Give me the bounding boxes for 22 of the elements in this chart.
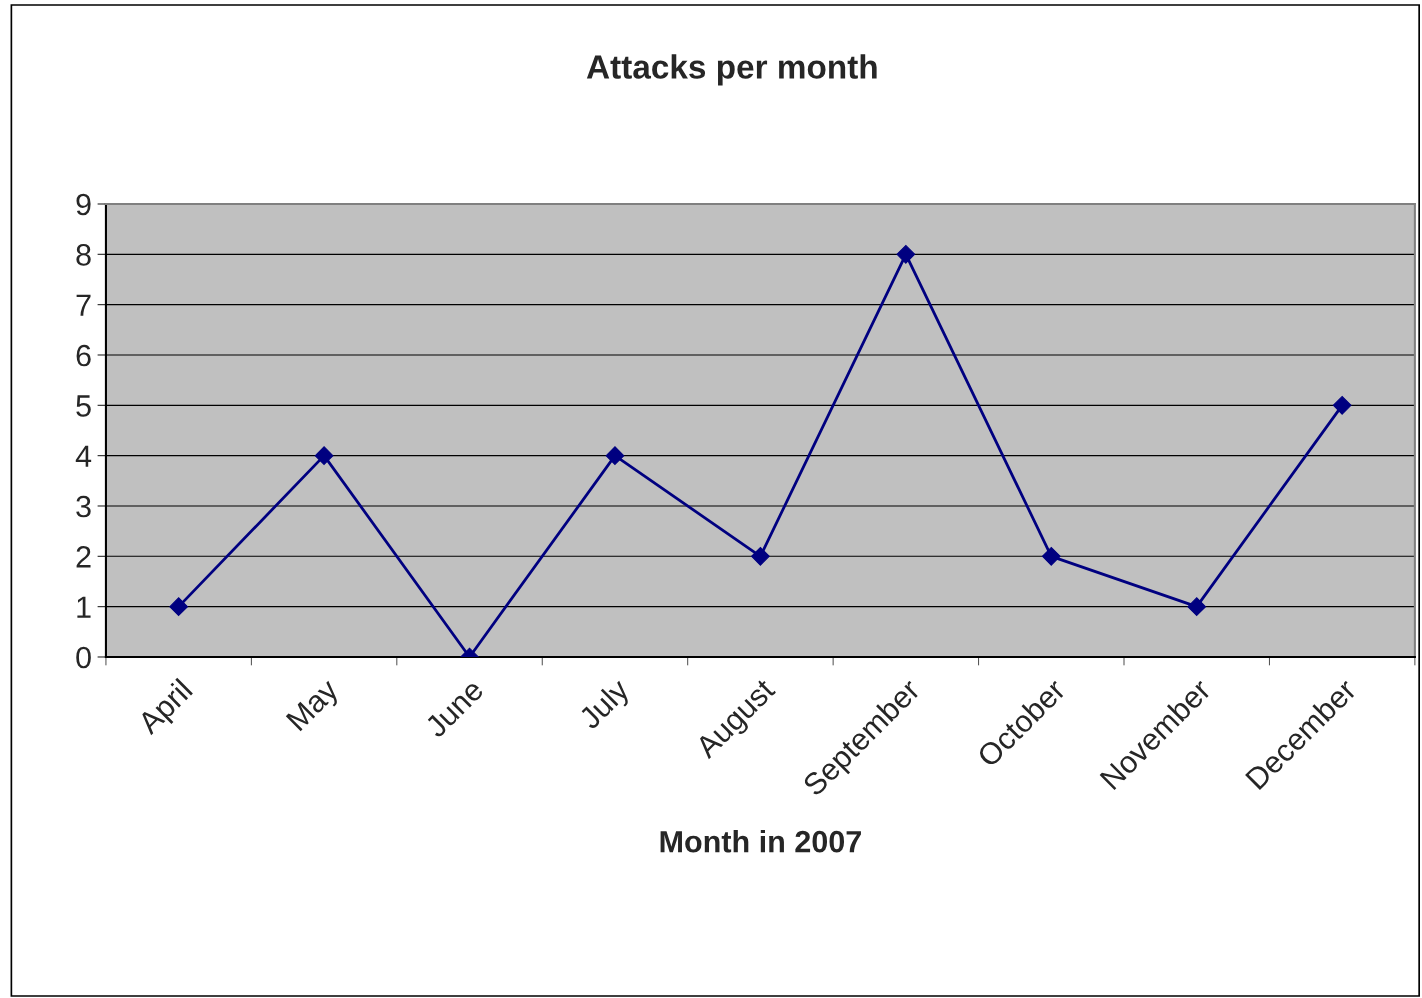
y-tick-label: 8 [76, 244, 91, 266]
y-tick-label: 0 [76, 646, 91, 669]
y-tick-label: 7 [76, 294, 91, 316]
point [1041, 546, 1061, 566]
point [1332, 395, 1352, 415]
y-tick-label: 6 [76, 344, 91, 367]
y-tick-label: 3 [76, 495, 91, 518]
chart-title: Attacks per month [586, 54, 877, 86]
point [314, 446, 334, 466]
point [169, 597, 189, 617]
y-tick-label: 1 [77, 596, 91, 618]
y-tick-label: 5 [76, 395, 91, 417]
y-tick-label: 4 [75, 445, 92, 467]
x-tick-label: May [285, 677, 345, 736]
y-tick-label: 9 [76, 193, 91, 216]
point [751, 546, 770, 566]
y-tick-label: 2 [76, 546, 91, 568]
point [605, 446, 625, 466]
x-tick-label: July [576, 676, 636, 735]
point [1187, 597, 1207, 617]
point [896, 244, 916, 264]
x-axis-title: Month in 2007 [660, 830, 861, 853]
